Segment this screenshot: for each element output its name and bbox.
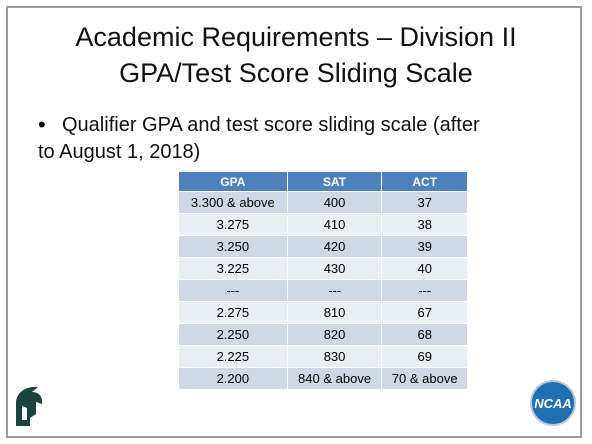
table-cell: 3.275 bbox=[178, 213, 288, 236]
table-row: 3.250 420 39 bbox=[178, 235, 468, 258]
table-row: 2.250 820 68 bbox=[178, 323, 468, 346]
table-cell: 410 bbox=[286, 213, 383, 236]
title-line: Academic Requirements – Division II bbox=[75, 22, 517, 52]
table-row: 2.200 840 & above 70 & above bbox=[178, 367, 468, 390]
slide-frame bbox=[6, 6, 582, 438]
table-cell: 830 bbox=[286, 345, 383, 368]
table-cell: 38 bbox=[381, 213, 468, 236]
table-row: 3.225 430 40 bbox=[178, 257, 468, 280]
bullet-text: Qualifier GPA and test score sliding sca… bbox=[62, 114, 480, 136]
table-cell: 420 bbox=[286, 235, 383, 258]
title-line: GPA/Test Score Sliding Scale bbox=[119, 58, 473, 88]
table-cell: --- bbox=[381, 279, 468, 302]
table-cell: 2.200 bbox=[178, 367, 288, 390]
table-cell: 70 & above bbox=[381, 367, 468, 390]
table-row: 3.275 410 38 bbox=[178, 213, 468, 236]
bullet-text: to August 1, 2018) bbox=[38, 141, 201, 163]
table-row: 3.300 & above 400 37 bbox=[178, 191, 468, 214]
table-cell: 430 bbox=[286, 257, 383, 280]
table-cell: 3.300 & above bbox=[178, 191, 288, 214]
header-cell: SAT bbox=[286, 171, 383, 192]
table-cell: 840 & above bbox=[286, 367, 383, 390]
table-cell: 2.225 bbox=[178, 345, 288, 368]
table-cell: 3.225 bbox=[178, 257, 288, 280]
scale-table: GPA SAT ACT 3.300 & above 400 37 3.275 410 38 3.2… bbox=[178, 171, 468, 390]
table-cell: 820 bbox=[286, 323, 383, 346]
table-cell: 2.250 bbox=[178, 323, 288, 346]
table-cell: --- bbox=[286, 279, 383, 302]
ncaa-logo: NCAA bbox=[530, 380, 576, 426]
header-cell: GPA bbox=[178, 171, 288, 192]
table-cell: 67 bbox=[381, 301, 468, 324]
table-cell: 810 bbox=[286, 301, 383, 324]
ncaa-text: NCAA bbox=[534, 396, 572, 411]
table-row: --- --- --- bbox=[178, 279, 468, 302]
bullet-dot: • bbox=[38, 112, 46, 137]
table-cell: 68 bbox=[381, 323, 468, 346]
table-cell: 69 bbox=[381, 345, 468, 368]
table-cell: 40 bbox=[381, 257, 468, 280]
table-cell: 2.275 bbox=[178, 301, 288, 324]
table-cell: 3.250 bbox=[178, 235, 288, 258]
header-row: GPA SAT ACT bbox=[178, 171, 468, 192]
table-cell: 37 bbox=[381, 191, 468, 214]
spartan-logo bbox=[16, 386, 43, 426]
table-row: 2.275 810 67 bbox=[178, 301, 468, 324]
table-row: 2.225 830 69 bbox=[178, 345, 468, 368]
table-cell: 39 bbox=[381, 235, 468, 258]
table-cell: 400 bbox=[286, 191, 383, 214]
table-cell: --- bbox=[178, 279, 288, 302]
header-cell: ACT bbox=[381, 171, 468, 192]
